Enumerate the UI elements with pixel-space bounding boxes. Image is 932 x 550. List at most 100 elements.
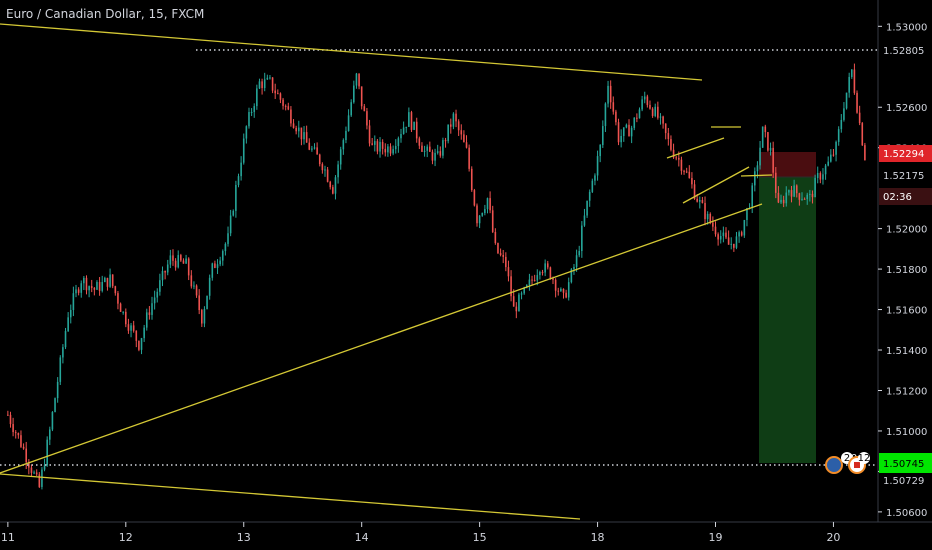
candle-body <box>612 102 615 112</box>
candle-body <box>321 164 324 171</box>
candle-body <box>809 193 811 195</box>
time-tick-label: 13 <box>237 531 251 544</box>
current-price-tag <box>879 145 932 162</box>
candle-body <box>161 271 164 281</box>
candle-body <box>486 198 489 210</box>
price-tick-label: 1.51600 <box>886 306 927 317</box>
candle-body <box>746 208 748 220</box>
candle-body <box>816 173 819 178</box>
candle-body <box>329 181 332 188</box>
candle-body <box>497 243 499 254</box>
candle-body <box>680 159 683 171</box>
wedge-lower-line[interactable] <box>682 166 750 204</box>
candle-body <box>211 263 214 278</box>
candle-body <box>499 253 502 256</box>
candle-body <box>657 106 659 118</box>
candle-body <box>28 462 30 468</box>
candle-body <box>602 126 604 145</box>
candle-body <box>520 293 523 295</box>
candle-body <box>14 432 17 434</box>
candle-body <box>452 113 455 127</box>
descending-resistance-trendline[interactable] <box>0 23 703 81</box>
candle-body <box>754 171 756 186</box>
candle-body <box>62 347 64 358</box>
candle-body <box>148 312 151 315</box>
candle-body <box>342 140 345 150</box>
candle-body <box>541 272 544 274</box>
candle-body <box>258 81 261 89</box>
low-level-value: 1.50729 <box>883 476 924 487</box>
current-price-value: 1.52294 <box>883 149 924 160</box>
candle-body <box>615 111 617 123</box>
candle-body <box>864 145 866 161</box>
candle-body <box>651 108 654 116</box>
candle-body <box>64 331 67 348</box>
ascending-support-trendline[interactable] <box>0 203 763 474</box>
candle-body <box>622 127 625 136</box>
candle-body <box>434 152 436 161</box>
wedge-upper-line[interactable] <box>666 137 725 159</box>
candle-body <box>840 119 843 130</box>
eu-flag-icon[interactable] <box>825 456 843 474</box>
candle-body <box>305 132 308 143</box>
candle-body <box>735 236 738 248</box>
candle-body <box>436 151 439 153</box>
candle-body <box>415 121 418 139</box>
candlestick-series <box>7 63 866 490</box>
candle-body <box>172 255 174 261</box>
candle-body <box>237 176 240 185</box>
candle-body <box>803 198 806 200</box>
candle-body <box>617 122 620 143</box>
take-profit-zone[interactable] <box>759 177 816 463</box>
time-axis[interactable]: 11 12 13 14 15 18 19 20 <box>0 521 932 544</box>
stop-loss-zone[interactable] <box>759 152 816 177</box>
candle-body <box>132 325 135 331</box>
candle-body <box>636 117 638 119</box>
candle-body <box>837 129 840 142</box>
candle-body <box>269 77 271 79</box>
candle-body <box>125 311 127 325</box>
partial-level-line[interactable] <box>740 174 773 177</box>
candle-body <box>232 210 235 216</box>
candle-body <box>206 295 208 310</box>
economic-event-markers[interactable]: 2 0 12 <box>825 452 870 474</box>
partial-level-value: 1.52175 <box>883 171 924 182</box>
candle-body <box>630 127 633 137</box>
candle-body <box>628 124 630 137</box>
candle-body <box>373 141 376 145</box>
candle-body <box>332 187 334 194</box>
price-tick-label: 1.51200 <box>886 386 927 397</box>
time-tick-label: 18 <box>591 531 605 544</box>
candle-body <box>685 171 688 173</box>
candle-body <box>169 255 172 265</box>
high-level-tag <box>879 41 932 59</box>
candle-body <box>641 99 643 110</box>
candle-body <box>311 148 313 150</box>
candle-body <box>659 116 662 118</box>
candle-body <box>827 161 830 166</box>
candle-body <box>151 303 153 315</box>
candle-body <box>824 165 827 175</box>
candle-body <box>143 327 145 339</box>
candle-body <box>318 154 321 165</box>
candle-body <box>114 286 117 294</box>
candle-body <box>198 295 200 311</box>
candle-body <box>263 79 266 89</box>
price-axis[interactable]: 1.530001.526001.524001.520001.518001.516… <box>877 0 927 522</box>
event-count-badge-2[interactable] <box>858 452 870 464</box>
candle-body <box>119 303 122 312</box>
candle-body <box>570 269 573 283</box>
candle-body <box>586 200 588 216</box>
candle-body <box>777 192 780 203</box>
candle-body <box>646 96 649 105</box>
candle-body <box>575 255 578 267</box>
price-tick-label: 1.53000 <box>886 22 927 33</box>
candle-body <box>683 170 685 172</box>
candle-body <box>85 277 88 291</box>
candle-body <box>463 134 465 143</box>
candle-body <box>83 277 85 284</box>
candle-body <box>767 132 769 151</box>
candle-body <box>698 199 701 202</box>
lower-channel-trendline[interactable] <box>0 473 581 520</box>
